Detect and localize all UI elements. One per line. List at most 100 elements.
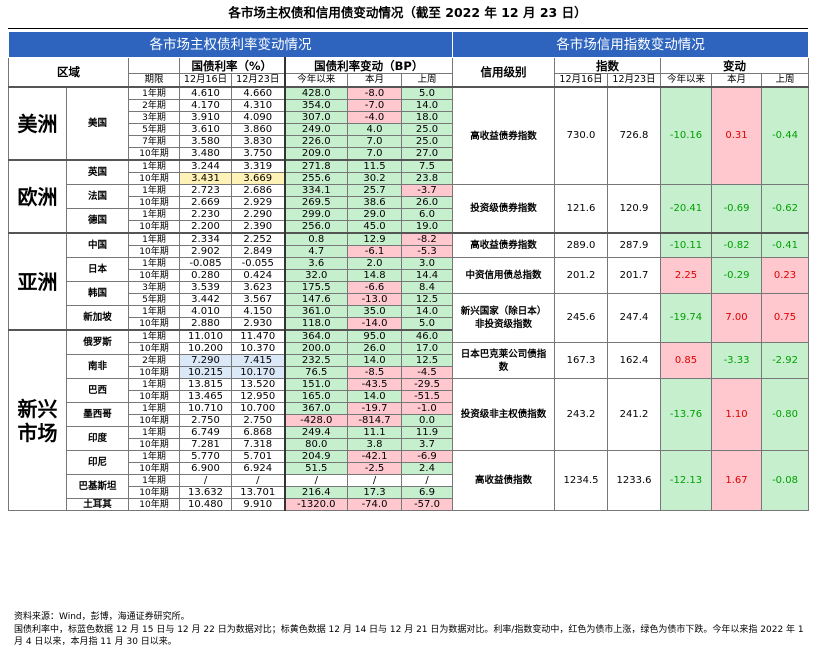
yield-cell-2: 3.860 [231,123,285,136]
mtd-change-cell: -74.0 [347,498,402,511]
country-label: 英国 [66,159,129,185]
index-value-2: 241.2 [607,378,661,451]
page-title: 各市场主权债和信用债变动情况（截至 2022 年 12 月 23 日） [228,5,587,20]
week-change-cell: -5.3 [401,245,453,258]
index-ytd-change: -10.11 [660,232,712,258]
yield-row: 3年期 3.910 4.090 307.0 -4.0 18.0 [9,111,453,124]
mtd-change-cell: -14.0 [347,317,402,331]
ytd-change-cell: 428.0 [283,86,348,100]
yield-cell-1: 6.749 [179,426,232,439]
yield-row: 5年期 3.610 3.860 249.0 4.0 25.0 [9,123,453,136]
yield-cell-2: 2.929 [231,196,285,209]
yield-cell-1: 6.900 [179,462,232,475]
header-yield-group: 国债利率（%） [179,57,285,74]
header-period: 期限 [128,73,180,88]
credit-grid-row: 高收益债券指数 289.0 287.9 -10.11 -0.82 -0.41 [452,232,810,258]
row-height-filler [809,499,810,511]
row-height-filler [809,185,810,197]
mtd-change-cell: 38.6 [347,196,402,209]
index-mtd-change: -3.33 [711,342,762,379]
ytd-change-cell: 216.4 [283,486,348,499]
yield-row: 新兴市场 俄罗斯 1年期 11.010 11.470 364.0 95.0 46.0 [8,329,453,511]
yield-cell-1: 2.230 [179,208,232,221]
country-label: 法国 [66,184,129,209]
mtd-change-cell: 35.0 [347,305,402,318]
yield-cell-2: 3.319 [231,159,285,173]
yield-cell-1: 3.244 [179,159,232,173]
row-height-filler [809,112,810,124]
index-value-2: 201.7 [607,257,661,294]
term-cell: 10年期 [128,390,180,403]
title-divider [8,28,808,29]
row-height-filler [809,487,810,499]
index-ytd-change: -20.41 [660,184,712,234]
yield-row: 墨西哥 1年期 10.710 10.700 367.0 -19.7 -1.0 [9,402,453,427]
week-change-cell: 6.9 [401,486,453,499]
yield-cell-2: 4.150 [231,305,285,318]
index-value-2: 1233.6 [607,450,661,511]
row-height-filler [809,403,810,415]
week-change-cell: -6.9 [401,450,453,463]
ytd-change-cell: 4.7 [283,245,348,258]
index-value-2: 162.4 [607,342,661,379]
yield-cell-1: 7.281 [179,438,232,451]
index-week-change: 0.23 [761,257,809,294]
yield-cell-1: 10.710 [179,402,232,415]
credit-grid-row: 投资级非主权债指数 243.2 241.2 -13.76 1.10 -0.80 [452,378,810,451]
term-cell: 1年期 [128,402,180,415]
yield-cell-2: 4.310 [231,99,285,112]
ytd-change-cell: 271.8 [283,159,348,173]
country-label: 新加坡 [66,305,129,331]
term-cell: 1年期 [128,257,180,270]
ytd-change-cell: 175.5 [283,281,348,294]
index-mtd-change: -0.82 [711,232,762,258]
mtd-change-cell: 2.0 [347,257,402,270]
term-cell: 1年期 [128,184,180,197]
credit-index-label: 日本巴克莱公司债指数 [452,342,555,379]
mtd-change-cell: -2.5 [347,462,402,475]
country-label: 德国 [66,208,129,234]
region-label: 新兴市场 [8,329,67,511]
ytd-change-cell: 32.0 [283,269,348,282]
footnote: 资料来源：Wind，彭博，海通证券研究所。 国债利率中，标蓝色数据 12 月 1… [14,611,809,649]
yield-cell-2: 2.390 [231,220,285,234]
week-change-cell: 18.0 [401,111,453,124]
yield-cell-1: 2.880 [179,317,232,331]
yield-row: 10年期 10.200 10.370 200.0 26.0 17.0 [9,342,453,355]
yield-cell-1: 2.200 [179,220,232,234]
header-mtd: 本月 [347,73,402,88]
yield-cell-1: 2.669 [179,196,232,209]
yield-row: 10年期 2.750 2.750 -428.0 -814.7 0.0 [9,414,453,427]
term-cell: 1年期 [128,232,180,246]
yield-row: 新加坡 1年期 4.010 4.150 361.0 35.0 14.0 [9,305,453,331]
term-cell: 10年期 [128,462,180,475]
yield-cell-2: 3.623 [231,281,285,294]
ytd-change-cell: 249.4 [283,426,348,439]
row-height-filler [809,173,810,185]
yield-cell-1: 7.290 [179,354,232,367]
yield-cell-2: 2.290 [231,208,285,221]
index-value-1: 201.2 [554,257,608,294]
mtd-change-cell: -42.1 [347,450,402,463]
term-cell: 1年期 [128,86,180,100]
week-change-cell: 3.0 [401,257,453,270]
yield-cell-2: 5.701 [231,450,285,463]
mtd-change-cell: 14.8 [347,269,402,282]
term-cell: 10年期 [128,245,180,258]
yield-row: 欧洲 英国 1年期 3.244 3.319 271.8 11.5 7.5 [8,159,453,234]
ytd-change-cell: 364.0 [283,329,348,343]
header-credit-mtd: 本月 [711,73,762,88]
row-height-filler [809,427,810,439]
week-change-cell: -57.0 [401,498,453,511]
yield-row: 法国 1年期 2.723 2.686 334.1 25.7 -3.7 [9,184,453,209]
week-change-cell: 14.0 [401,305,453,318]
header-week: 上周 [401,73,453,88]
ytd-change-cell: 151.0 [283,378,348,391]
header-index-group: 指数 [554,57,661,74]
region-label: 亚洲 [8,232,67,331]
yield-cell-1: 10.215 [179,366,232,379]
country-label: 印尼 [66,450,129,475]
row-height-filler [809,282,810,294]
row-height-filler [809,355,810,367]
index-value-2: 287.9 [607,232,661,258]
